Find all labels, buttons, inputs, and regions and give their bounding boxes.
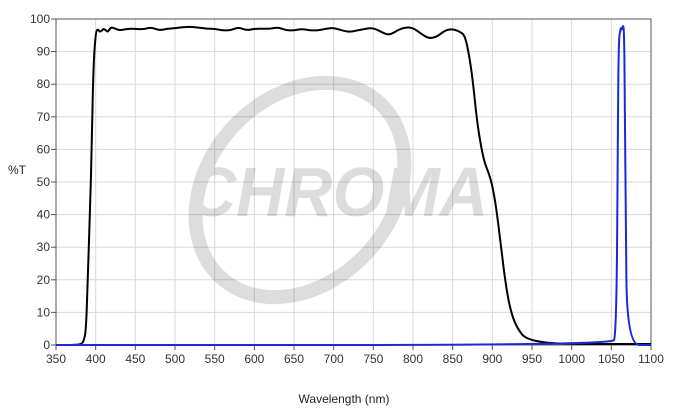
watermark-wordmark: CHROMA — [188, 153, 488, 231]
x-tick-label: 950 — [522, 352, 542, 366]
x-tick-label: 1000 — [558, 352, 585, 366]
x-tick-labels: 350 400 450 500 550 600 650 700 750 800 850 900 950 1… — [46, 352, 664, 366]
y-axis-label: %T — [8, 163, 27, 177]
y-tick-label: 60 — [37, 142, 51, 156]
x-tick-label: 600 — [244, 352, 264, 366]
x-tick-label: 800 — [403, 352, 423, 366]
series-lines — [55, 25, 651, 347]
x-tick-label: 1050 — [598, 352, 625, 366]
x-axis-label: Wavelength (nm) — [299, 392, 390, 406]
y-tick-label: 70 — [37, 110, 51, 124]
grid — [55, 18, 652, 346]
y-tick-label: 50 — [37, 175, 51, 189]
x-tick-label: 350 — [46, 352, 66, 366]
series-line-1 — [55, 25, 651, 346]
x-tick-label: 550 — [205, 352, 225, 366]
watermark-swoosh-outer — [188, 75, 412, 305]
x-tick-label: 750 — [363, 352, 383, 366]
y-tick-label: 0 — [43, 338, 50, 352]
y-tick-label: 10 — [37, 305, 51, 319]
series-line-2 — [55, 25, 651, 347]
x-tick-label: 450 — [125, 352, 145, 366]
x-tick-label: 1100 — [638, 352, 664, 366]
chroma-watermark-logo: CHROMA — [188, 75, 488, 305]
y-tick-label: 100 — [30, 12, 50, 26]
x-tick-label: 400 — [86, 352, 106, 366]
x-tick-label: 900 — [482, 352, 502, 366]
x-tick-label: 700 — [324, 352, 344, 366]
y-tick-label: 30 — [37, 240, 51, 254]
y-tick-label: 80 — [37, 77, 51, 91]
x-tick-label: 500 — [165, 352, 185, 366]
y-tick-label: 90 — [37, 45, 51, 59]
x-tick-label: 650 — [284, 352, 304, 366]
y-tick-label: 20 — [37, 273, 51, 287]
y-tick-label: 40 — [37, 208, 51, 222]
x-tick-label: 850 — [443, 352, 463, 366]
y-tick-labels: 0 10 20 30 40 50 60 70 80 90 100 — [30, 12, 50, 352]
